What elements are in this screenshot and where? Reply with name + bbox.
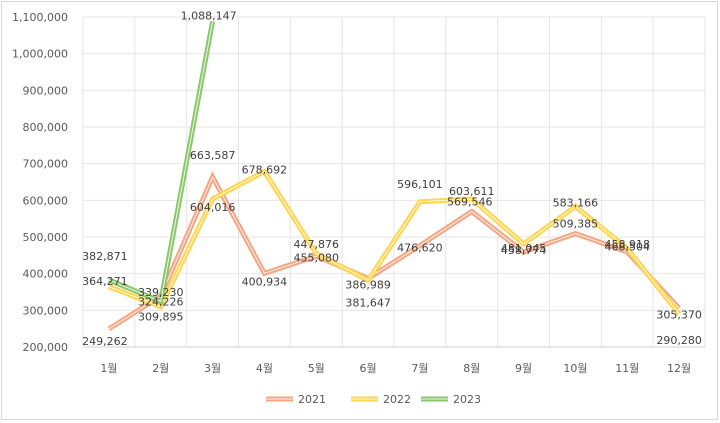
y-tick-label: 500,000 xyxy=(23,231,69,244)
data-label: 324,226 xyxy=(138,295,184,308)
data-label: 569,546 xyxy=(447,195,493,208)
series-2021 xyxy=(107,171,681,332)
y-tick-label: 900,000 xyxy=(23,84,69,97)
x-tick-label: 4월 xyxy=(256,362,273,375)
x-tick-label: 3월 xyxy=(204,362,221,375)
data-label: 249,262 xyxy=(82,335,128,348)
series-2022 xyxy=(108,168,682,316)
data-label: 596,101 xyxy=(397,178,443,191)
legend-label: 2021 xyxy=(298,393,326,406)
legend-label: 2023 xyxy=(453,393,481,406)
legend-label: 2022 xyxy=(383,393,411,406)
data-label: 382,871 xyxy=(82,250,128,263)
x-tick-label: 5월 xyxy=(308,362,325,375)
x-tick-label: 11월 xyxy=(615,362,639,375)
series-line-inner xyxy=(108,21,214,303)
data-label: 458,774 xyxy=(501,244,547,257)
data-label: 476,620 xyxy=(397,242,443,255)
data-label: 455,080 xyxy=(294,251,340,264)
data-label: 381,647 xyxy=(345,296,391,309)
line-chart: 200,000 300,000 400,000 500,000 600,000 700,0… xyxy=(12,9,706,406)
data-label: 305,370 xyxy=(656,308,702,321)
y-tick-label: 700,000 xyxy=(23,158,69,171)
data-label: 386,989 xyxy=(345,278,391,291)
data-label: 468,504 xyxy=(605,241,651,254)
x-tick-label: 7월 xyxy=(411,362,428,375)
y-tick-label: 1,100,000 xyxy=(12,11,68,24)
data-label: 509,385 xyxy=(553,218,599,231)
data-label: 604,016 xyxy=(190,201,236,214)
data-label: 339,230 xyxy=(138,286,184,299)
y-tick-label: 600,000 xyxy=(23,194,69,207)
x-tick-label: 12월 xyxy=(667,362,691,375)
data-label: 481,045 xyxy=(501,242,547,255)
series-2023 xyxy=(107,20,216,305)
data-label: 583,166 xyxy=(553,197,599,210)
data-label: 663,587 xyxy=(190,149,236,162)
data-label: 309,895 xyxy=(138,311,184,324)
data-label: 364,271 xyxy=(82,275,128,288)
x-tick-label: 10월 xyxy=(563,362,587,375)
series-line-inner xyxy=(108,170,680,315)
y-tick-label: 800,000 xyxy=(23,121,69,134)
x-tick-label: 1월 xyxy=(100,362,117,375)
x-tick-label: 6월 xyxy=(360,362,377,375)
data-label: 678,692 xyxy=(242,163,288,176)
x-tick-label: 2월 xyxy=(152,362,169,375)
y-tick-label: 200,000 xyxy=(23,341,69,354)
data-label: 290,280 xyxy=(656,334,702,347)
data-label: 603,611 xyxy=(449,185,495,198)
y-tick-label: 1,000,000 xyxy=(12,48,68,61)
x-tick-label: 8월 xyxy=(463,362,480,375)
series-line-inner xyxy=(108,175,680,330)
data-label: 1,088,147 xyxy=(181,9,237,22)
data-label: 400,934 xyxy=(242,275,288,288)
y-tick-label: 300,000 xyxy=(23,304,69,317)
legend: 2021 2022 2023 xyxy=(266,393,481,406)
data-label: 447,876 xyxy=(294,238,340,251)
data-label: 458,918 xyxy=(605,238,651,251)
y-tick-label: 400,000 xyxy=(23,268,69,281)
x-tick-label: 9월 xyxy=(515,362,532,375)
